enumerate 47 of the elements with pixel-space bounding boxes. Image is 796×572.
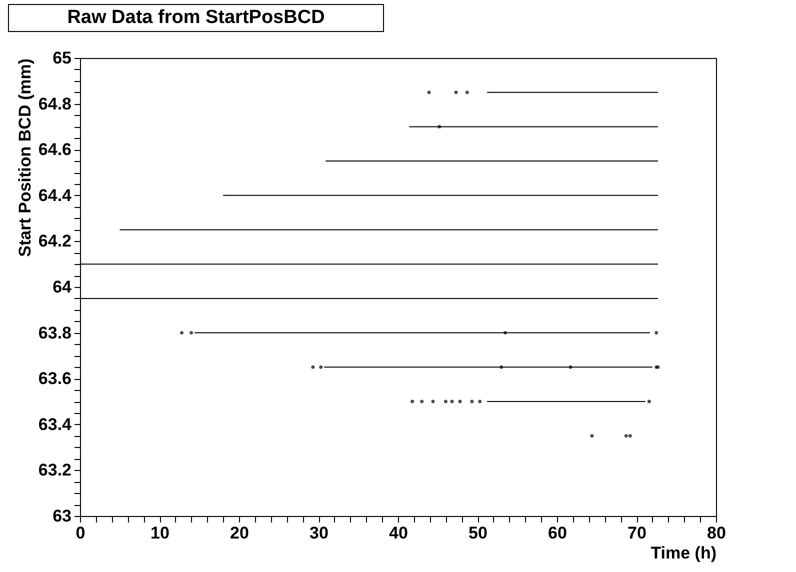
point [458,400,462,404]
x-tick-label: 60 [548,524,567,542]
y-tick-label: 64.8 [38,94,72,114]
y-tick-label: 64 [52,278,72,296]
x-tick-label: 80 [707,524,726,542]
x-tick-label: 40 [389,524,408,542]
point [478,400,482,404]
point [624,434,628,438]
point [410,400,414,404]
point [438,124,442,128]
point [190,331,194,335]
chart-title: Raw Data from StartPosBCD [8,4,384,32]
x-tick-label: 0 [76,524,86,542]
point [319,365,323,369]
point [427,90,431,94]
point [180,331,184,335]
y-tick-label: 63.4 [38,414,72,434]
y-tick-label: 63.2 [38,460,72,480]
point [470,400,474,404]
x-axis-title: Time (h) [650,544,716,562]
point [654,331,658,335]
point [590,434,594,438]
point [647,400,651,404]
y-tick-label: 63.6 [38,369,72,388]
y-axis-title: Start Position BCD (mm) [15,58,34,257]
point [568,365,572,369]
y-tick-label: 65 [52,48,72,68]
y-tick-label: 63.8 [38,323,72,342]
point [504,331,508,335]
point [500,365,504,369]
point [454,90,458,94]
point [311,365,315,369]
y-tick-label: 64.6 [38,140,72,160]
x-tick-label: 70 [628,524,646,542]
y-tick-label: 64.2 [38,232,72,251]
x-tick-label: 20 [230,524,249,542]
point [628,434,632,438]
x-tick-label: 30 [310,524,328,542]
point [465,90,469,94]
point [420,400,424,404]
point [444,400,448,404]
point [431,400,435,404]
point [450,400,454,404]
x-tick-label: 50 [468,524,488,542]
x-tick-label: 10 [150,524,170,542]
y-tick-label: 63 [52,506,72,526]
y-tick-label: 64.4 [38,186,72,205]
